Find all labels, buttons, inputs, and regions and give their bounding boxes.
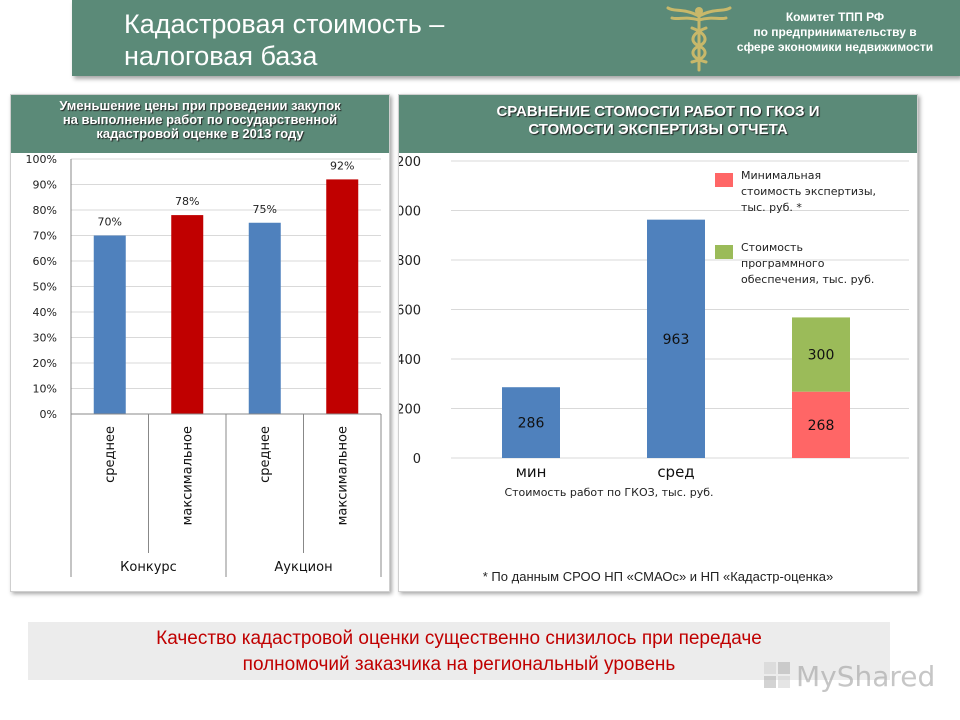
left-category-label: максимальное [335, 426, 350, 525]
watermark-icon [764, 662, 790, 688]
watermark-logo: MyShared [764, 660, 935, 693]
caduceus-emblem-icon [666, 6, 732, 72]
source-footnote: * По данным СРОО НП «СМАОс» и НП «Кадаст… [482, 569, 834, 584]
left-panel-title: Уменьшение цены при проведении закупок н… [17, 99, 383, 141]
right-legend-swatch [715, 173, 733, 187]
left-bar-data-label: 92% [330, 159, 354, 172]
right-category-label: сред [657, 463, 694, 481]
left-ytick-label: 10% [33, 383, 57, 396]
left-ytick-label: 50% [33, 281, 57, 294]
right-ytick-label: 1 000 [399, 205, 421, 220]
left-ytick-label: 60% [33, 255, 57, 268]
left-ytick-label: 20% [33, 357, 57, 370]
conclusion-box: Качество кадастровой оценки существенно … [28, 622, 890, 680]
right-stacked-bar-chart: 0 200 400 600 800 1 000 1 200 286 963 268 300 мин… [399, 155, 909, 499]
left-title-line3: кадастровой оценке в 2013 году [96, 126, 304, 141]
left-ytick-label: 80% [33, 204, 57, 217]
right-panel-header: СРАВНЕНИЕ СТОМОСТИ РАБОТ ПО ГКОЗ И СТОМО… [399, 95, 917, 153]
left-ytick-label: 70% [33, 230, 57, 243]
left-bar-data-label: 78% [175, 195, 199, 208]
right-ytick-label: 800 [399, 254, 421, 269]
right-panel: СРАВНЕНИЕ СТОМОСТИ РАБОТ ПО ГКОЗ И СТОМО… [398, 94, 918, 592]
left-panel: Уменьшение цены при проведении закупок н… [10, 94, 390, 592]
left-category-label: среднее [103, 426, 118, 483]
left-title-line1: Уменьшение цены при проведении закупок [59, 98, 341, 113]
left-category-label: среднее [258, 426, 273, 483]
left-bar [171, 215, 204, 414]
committee-line2: по предпринимательству в [753, 25, 917, 39]
right-ytick-label: 200 [399, 403, 421, 418]
right-x-axis-title: Стоимость работ по ГКОЗ, тыс. руб. [504, 486, 713, 499]
right-bar-segment [647, 219, 705, 458]
left-bar-data-label: 75% [253, 203, 277, 216]
left-bar-data-label: 70% [98, 216, 122, 229]
right-bar-data-label: 300 [808, 348, 835, 364]
right-ytick-label: 1 200 [399, 155, 421, 170]
right-legend-label: Минимальная стоимость экспертизы, тыс. руб… [741, 169, 876, 214]
left-ytick-label: 90% [33, 179, 57, 192]
conclusion-line1: Качество кадастровой оценки существенно … [156, 628, 762, 649]
left-bar [326, 179, 359, 414]
watermark-text: MyShared [796, 660, 935, 693]
conclusion-text: Качество кадастровой оценки существенно … [28, 626, 890, 678]
left-ytick-label: 40% [33, 306, 57, 319]
committee-line1: Комитет ТПП РФ [785, 10, 885, 24]
right-bar-data-label: 286 [518, 416, 545, 432]
page-title-line1: Кадастровая стоимость – [124, 9, 445, 39]
left-group-label: Конкурс [120, 560, 177, 575]
page-title-line2: налоговая база [124, 41, 318, 71]
right-ytick-label: 600 [399, 304, 421, 319]
right-legend-swatch [715, 245, 733, 259]
right-title-line2: СТОМОСТИ ЭКСПЕРТИЗЫ ОТЧЕТА [528, 121, 788, 138]
right-ytick-label: 0 [413, 452, 421, 467]
right-category-label: мин [516, 463, 547, 481]
committee-line3: сфере экономики недвижимости [736, 40, 934, 54]
page-title: Кадастровая стоимость – налоговая база [124, 8, 544, 72]
right-panel-title: СРАВНЕНИЕ СТОМОСТИ РАБОТ ПО ГКОЗ И СТОМО… [405, 103, 911, 139]
right-bar-data-label: 268 [808, 418, 835, 434]
right-bar-segment [792, 317, 850, 392]
right-ytick-label: 400 [399, 353, 421, 368]
right-bar-segment [792, 391, 850, 458]
right-legend-label: Стоимость программного обеспечения, тыс. р… [741, 241, 874, 286]
left-ytick-label: 100% [26, 153, 57, 166]
left-panel-header: Уменьшение цены при проведении закупок н… [11, 95, 389, 153]
right-bar-data-label: 963 [663, 332, 690, 348]
right-bar-segment [502, 387, 560, 458]
right-title-line1: СРАВНЕНИЕ СТОМОСТИ РАБОТ ПО ГКОЗ И [496, 103, 820, 120]
committee-name: Комитет ТПП РФ по предпринимательству в … [712, 10, 958, 55]
header-banner: Кадастровая стоимость – налоговая база К… [72, 0, 960, 76]
left-bar [93, 235, 126, 414]
left-ytick-label: 30% [33, 332, 57, 345]
left-group-label: Аукцион [274, 560, 332, 575]
left-bar [248, 222, 281, 414]
left-category-label: максимальное [180, 426, 195, 525]
left-bar-chart: 0% 10% 20% 30% 40% 50% 60% 70% 80% 90% 100% 70% 78%… [26, 153, 382, 577]
left-ytick-label: 0% [40, 408, 57, 421]
left-title-line2: на выполнение работ по государственной [62, 112, 338, 127]
conclusion-line2: полномочий заказчика на региональный уро… [242, 654, 676, 675]
